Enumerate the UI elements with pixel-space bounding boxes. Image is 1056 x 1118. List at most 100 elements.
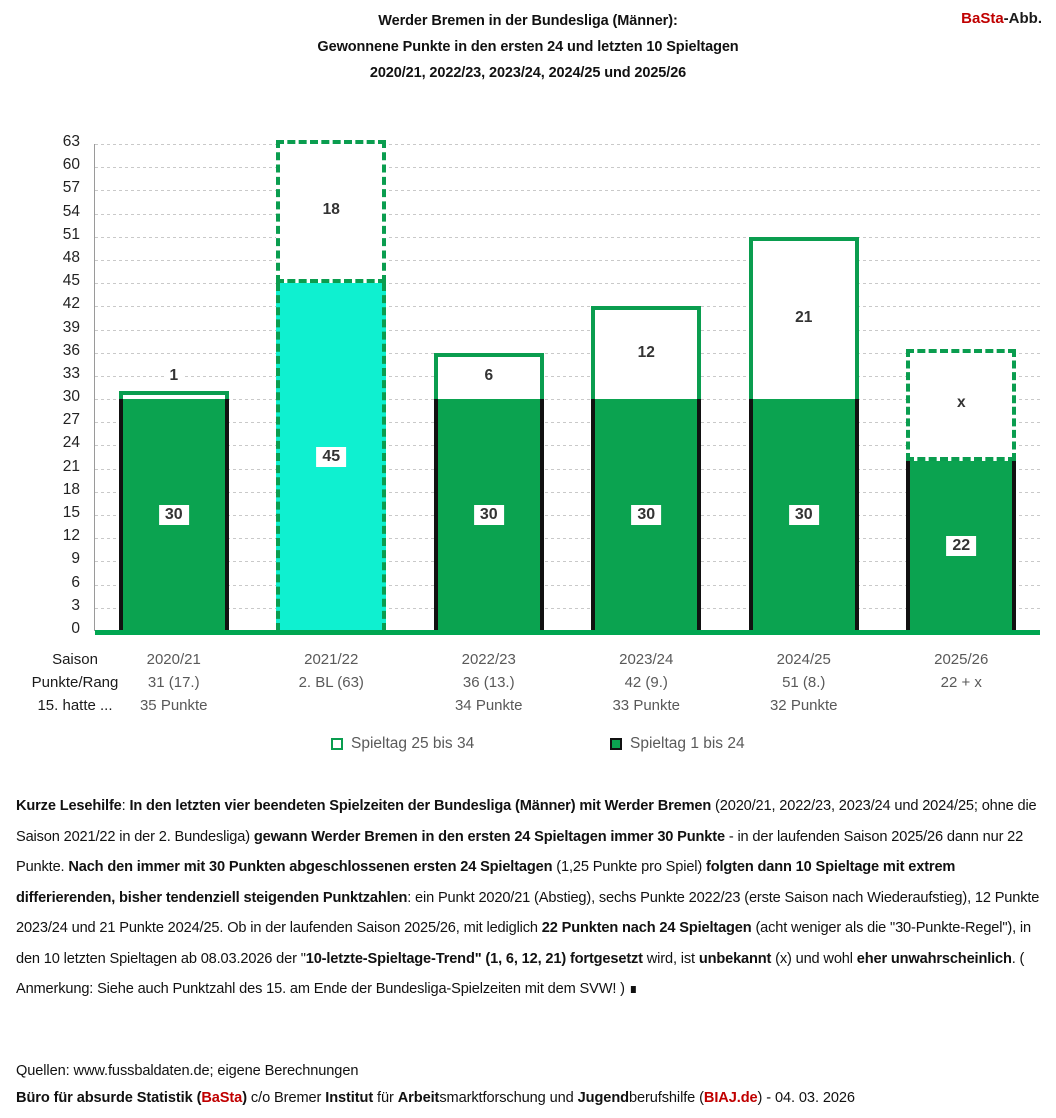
footer-sources: Quellen: www.fussbaldaten.de; eigene Ber… (16, 1063, 359, 1079)
gridline (95, 352, 1040, 354)
x-axis-season-label: 2024/25 (776, 651, 831, 668)
gridline (95, 584, 1040, 586)
y-axis-tick-label: 39 (62, 318, 80, 336)
bar-segment-spieltag-25-34[interactable]: 1 (118, 367, 229, 400)
gridline (95, 399, 1040, 401)
y-axis-tick-label: 12 (62, 527, 80, 545)
y-axis-tick-label: 36 (62, 341, 80, 359)
bar-group-2025-26[interactable]: 22 x (906, 144, 1017, 631)
y-axis-tick-label: 21 (62, 457, 80, 475)
footer-block: Quellen: www.fussbaldaten.de; eigene Ber… (16, 1058, 1040, 1112)
x-axis-row-header-saison: Saison (52, 651, 98, 668)
bar-segment-spieltag-25-34[interactable]: 21 (748, 236, 859, 400)
bar-segment-spieltag-25-34[interactable]: 6 (433, 352, 544, 400)
bar-group-2023-24[interactable]: 30 12 (591, 144, 702, 631)
title-line-2: Gewonnene Punkte in den ersten 24 und le… (317, 39, 739, 55)
bar-segment-spieltag-1-24[interactable]: 22 (906, 460, 1017, 631)
x-axis-season-label: 2021/22 (304, 651, 359, 668)
y-axis-tick-label: 27 (62, 411, 80, 429)
gridline (95, 538, 1040, 540)
legend-swatch-solid-icon (610, 738, 622, 750)
gridline (95, 167, 1040, 169)
bar-group-2021-22[interactable]: 45 18 (276, 140, 387, 631)
y-axis-tick-label: 18 (62, 480, 80, 498)
bar-segment-spieltag-1-24[interactable]: 30 (748, 399, 859, 631)
gridline (95, 236, 1040, 238)
bar-value-label-base: 30 (788, 505, 819, 526)
x-axis-season-label: 2022/23 (461, 651, 516, 668)
x-axis-punkte-rang-label: 36 (13.) (462, 674, 515, 691)
y-axis-tick-label: 63 (62, 133, 80, 150)
bar-segment-spieltag-1-24[interactable]: 30 (118, 399, 229, 631)
gridline (95, 515, 1040, 517)
y-axis-tick-label: 45 (62, 272, 80, 290)
x-axis-fifteenth-label: 35 Punkte (139, 697, 208, 714)
bar-group-2020-21[interactable]: 30 1 (118, 144, 229, 631)
y-axis-tick-label: 51 (62, 225, 80, 243)
x-axis-punkte-rang-label: 31 (17.) (147, 674, 200, 691)
chart-plot-wrapper: 63 60 57 54 51 48 45 42 39 36 33 30 27 24 21 18 15 12 9 6 3 0… (62, 133, 1040, 637)
basta-abb-label: BaSta-Abb. (961, 10, 1042, 27)
gridline (95, 561, 1040, 563)
gridline (95, 306, 1040, 308)
legend-item-1[interactable]: Spieltag 25 bis 34 (331, 735, 474, 753)
y-axis-tick-label: 6 (71, 573, 80, 591)
y-axis-tick-label: 24 (62, 434, 80, 452)
gridline (95, 144, 1040, 145)
bar-value-label-top: 12 (637, 343, 655, 361)
x-axis-punkte-rang-label: 51 (8.) (782, 674, 826, 691)
y-axis-tick-label: 57 (62, 179, 80, 197)
gridline (95, 375, 1040, 377)
y-axis-tick-label: 48 (62, 248, 80, 266)
x-axis-season-label: 2023/24 (619, 651, 674, 668)
gridline (95, 213, 1040, 215)
bar-segment-spieltag-1-24[interactable]: 30 (433, 399, 544, 631)
footer-imprint: Büro für absurde Statistik (BaSta) c/o B… (16, 1090, 855, 1106)
bar-value-label-top: 6 (484, 366, 494, 384)
bar-segment-spieltag-25-34[interactable]: 12 (591, 306, 702, 400)
gridline (95, 259, 1040, 261)
legend-label: Spieltag 25 bis 34 (351, 735, 475, 752)
basta-suffix: -Abb. (1003, 10, 1042, 27)
bar-group-2022-23[interactable]: 30 6 (433, 144, 544, 631)
x-axis-punkte-rang-label: 42 (9.) (624, 674, 668, 691)
bar-segment-spieltag-25-34[interactable]: x (906, 348, 1017, 461)
bar-value-label-base: 22 (946, 535, 977, 556)
bar-segment-spieltag-1-24[interactable]: 45 (276, 283, 387, 631)
x-axis-fifteenth-label: 32 Punkte (769, 697, 838, 714)
x-axis-fifteenth-label: 33 Punkte (612, 697, 681, 714)
y-axis-tick-label: 33 (62, 364, 80, 382)
y-axis-tick-label: 9 (71, 550, 80, 568)
lesehilfe-paragraph: Kurze Lesehilfe: In den letzten vier bee… (16, 798, 1040, 997)
x-axis-punkte-rang-label: 2. BL (63) (298, 674, 364, 691)
y-axis-tick-label: 0 (71, 620, 80, 637)
bar-value-label-base: 45 (316, 447, 347, 468)
chart-title-block: Werder Bremen in der Bundesliga (Männer)… (0, 8, 1056, 86)
x-axis-punkte-rang-label: 22 + x (940, 674, 982, 691)
gridline (95, 190, 1040, 192)
y-axis-tick-label: 15 (62, 504, 80, 522)
y-axis-tick-label: 60 (62, 156, 80, 174)
legend-label: Spieltag 1 bis 24 (630, 735, 745, 752)
bar-value-label-base: 30 (473, 505, 504, 526)
bar-group-2024-25[interactable]: 30 21 (748, 144, 859, 631)
x-axis-baseline (95, 630, 1040, 635)
x-axis-fifteenth-label: 34 Punkte (454, 697, 523, 714)
bar-value-label-top: x (956, 393, 966, 411)
bar-segment-spieltag-25-34[interactable]: 18 (276, 140, 387, 284)
bar-segment-spieltag-1-24[interactable]: 30 (591, 399, 702, 631)
y-axis-line (94, 144, 95, 631)
gridline (95, 468, 1040, 470)
y-axis-tick-label: 54 (62, 202, 80, 220)
bar-value-label-top: 18 (322, 200, 340, 218)
plot-area: 30 1 45 18 30 6 30 12 30 21 22 x (95, 140, 1040, 632)
x-axis-season-label: 2020/21 (146, 651, 201, 668)
y-axis-tick-label: 42 (62, 295, 80, 313)
x-axis-row-header-punkte-rang: Punkte/Rang (31, 674, 119, 691)
bar-value-label-base: 30 (631, 505, 662, 526)
gridline (95, 283, 1040, 285)
gridline (95, 491, 1040, 493)
bar-value-label-top: 1 (164, 367, 184, 386)
legend-item-2[interactable]: Spieltag 1 bis 24 (610, 735, 745, 753)
gridline (95, 607, 1040, 609)
